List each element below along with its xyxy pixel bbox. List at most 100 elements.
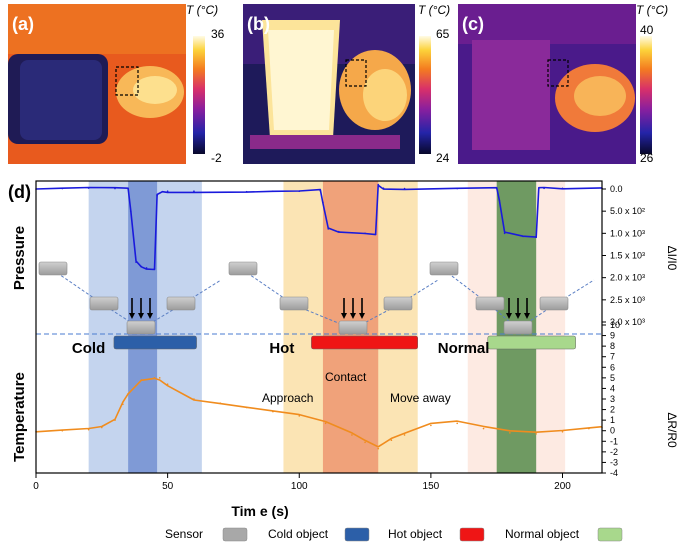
right-bottom-tick-label-2: 8: [610, 341, 615, 351]
plot-frame: [35, 180, 603, 474]
series-1-point-11: [193, 398, 195, 400]
colorbar-unit-c: T (°C): [636, 3, 668, 17]
object-label-1: Hot: [269, 340, 294, 357]
x-tick-label-2: 100: [291, 481, 308, 492]
right-top-tick-label-1: 5.0 x 10²: [610, 206, 645, 216]
colorbar-min-c: 26: [640, 151, 654, 165]
series-0-point-22: [374, 233, 377, 236]
series-line-1: [35, 377, 603, 448]
series-0-point-21: [364, 232, 366, 235]
series-0-point-7: [140, 265, 143, 268]
series-1-point-13: [245, 406, 248, 409]
series-1-point-22: [430, 424, 432, 427]
annotation-move-away: Move away: [390, 391, 451, 405]
sensor-0-2: [126, 320, 156, 335]
legend-label-0: Sensor: [165, 527, 203, 541]
colorbar-max-a: 36: [211, 27, 225, 41]
panel-letter-a: (a): [12, 14, 34, 34]
series-0-point-32: [538, 187, 540, 190]
sensor-0-0: [38, 261, 68, 276]
right-bottom-tick-label-8: 2: [610, 405, 615, 415]
colorbar-max-b: 65: [436, 27, 450, 41]
series-1-point-21: [403, 434, 406, 436]
right-axis-label-top: ΔI/I0: [665, 246, 679, 271]
right-bottom-tick-label-1: 9: [610, 331, 615, 341]
right-top-tick-label-0: 0.0: [610, 184, 623, 194]
object-label-0: Cold: [72, 340, 105, 357]
sensor-1-3: [383, 296, 413, 311]
panel-letter-c: (c): [462, 14, 484, 34]
y-label-pressure: Pressure: [11, 226, 28, 290]
series-1-point-16: [324, 422, 327, 425]
series-0-point-34: [561, 187, 564, 190]
colorbar-unit-a: T (°C): [186, 3, 218, 17]
press-arrowhead-0-1: [138, 313, 144, 319]
sensor-2-1: [475, 296, 505, 311]
series-1-point-4: [114, 419, 116, 421]
y-label-temperature: Temperature: [11, 372, 28, 462]
right-bottom-tick-label-7: 3: [610, 394, 615, 404]
series-0-point-31: [535, 236, 537, 239]
colorbar-unit-b: T (°C): [418, 3, 450, 17]
right-bottom-tick-label-3: 7: [610, 352, 615, 362]
x-tick-label-0: 0: [33, 481, 39, 492]
legend-label-1: Cold object: [268, 527, 329, 541]
legend-swatch-0: [222, 527, 248, 542]
series-0-point-9: [153, 268, 156, 270]
series-0-point-18: [322, 201, 324, 204]
right-bottom-tick-label-10: 0: [610, 426, 615, 436]
right-axis-label-bottom: ΔR/R0: [665, 412, 679, 448]
press-arrowhead-2-2: [524, 313, 530, 319]
press-arrowhead-1-2: [359, 313, 365, 319]
object-bars: Cold Hot Normal: [72, 335, 576, 357]
x-axis: 0 50 100 150 200: [33, 473, 571, 492]
series-1-point-19: [377, 447, 380, 450]
right-axis-top: 0.0 5.0 x 10² 1.0 x 10³ 1.5 x 10³ 2.0 x 10³ 2…: [602, 184, 645, 327]
series-0-point-30: [522, 235, 524, 238]
annotation-approach: Approach: [262, 391, 313, 405]
press-arrowhead-1-1: [350, 313, 356, 319]
series-0-point-11: [161, 190, 164, 193]
object-label-2: Normal: [438, 340, 490, 357]
legend-label-3: Normal object: [505, 527, 580, 541]
series-0-point-12: [166, 190, 169, 193]
series-1-point-24: [482, 427, 485, 430]
series-0-point-25: [403, 187, 406, 190]
sensor-1-1: [279, 296, 309, 311]
colorbar-max-c: 40: [640, 23, 654, 37]
series-0-point-14: [245, 190, 248, 193]
series-0-point-23: [377, 183, 380, 186]
right-top-tick-label-3: 1.5 x 10³: [610, 251, 645, 261]
legend-swatch-2: [459, 527, 485, 542]
series-0-point-13: [193, 190, 195, 193]
press-arrowhead-2-1: [515, 313, 521, 319]
thermal-panel-c: (c): [458, 4, 636, 164]
colorbar-min-b: 24: [436, 151, 450, 165]
series-1-point-15: [298, 415, 301, 417]
legend-swatch-3: [597, 527, 623, 542]
series-1-point-2: [87, 428, 90, 431]
x-tick-label-4: 200: [554, 481, 571, 492]
right-bottom-tick-label-4: 6: [610, 362, 615, 372]
series-0-point-6: [135, 261, 137, 263]
colorbar-b: T (°C) 65 24: [418, 3, 450, 165]
annotation-contact: Contact: [325, 370, 367, 384]
series-0-point-3: [114, 187, 116, 190]
series-1-point-28: [588, 427, 590, 430]
series-0-point-19: [327, 228, 330, 230]
sensor-illustrations: [38, 261, 595, 335]
panel-letter-b: (b): [247, 14, 270, 34]
sensor-1-2: [338, 320, 368, 335]
sensor-1-0: [228, 261, 258, 276]
series-0-point-16: [298, 190, 301, 193]
right-top-tick-label-5: 2.5 x 10³: [610, 295, 645, 305]
x-axis-label: Tim e (s): [231, 503, 288, 519]
series-0-point-29: [503, 232, 506, 235]
series-1-point-9: [158, 377, 161, 379]
series-lines: [35, 183, 603, 450]
right-bottom-tick-label-12: -2: [610, 447, 618, 457]
press-arrowhead-2-0: [506, 313, 512, 319]
right-bottom-tick-label-9: 1: [610, 415, 615, 425]
series-1-point-8: [153, 377, 156, 379]
